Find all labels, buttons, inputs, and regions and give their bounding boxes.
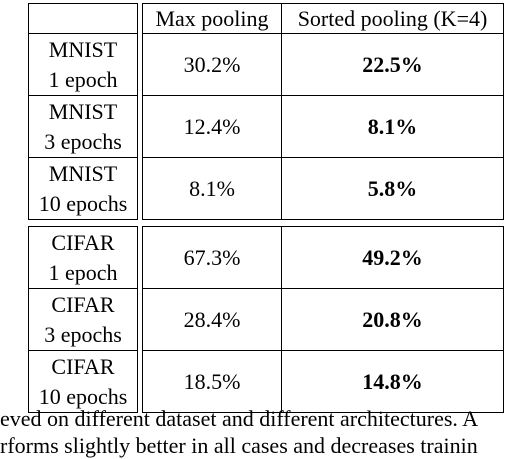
caption-line: rforms slightly better in all cases and … (0, 433, 478, 458)
value-text: 20.8% (362, 306, 423, 332)
value-cell: 20.8% (281, 288, 504, 351)
row-label: MNIST 1 epoch (28, 33, 138, 96)
value-text: 12.4% (183, 113, 241, 139)
value-cell: 28.4% (142, 288, 282, 351)
header-text: Sorted pooling (K=4) (297, 5, 488, 31)
row-label: CIFAR 1 epoch (28, 226, 138, 289)
row-label-text: CIFAR (51, 229, 115, 255)
caption-line: eved on different dataset and different … (0, 406, 479, 431)
value-text: 14.8% (362, 368, 423, 394)
row-label-text: 3 epochs (44, 128, 122, 154)
value-cell: 18.5% (142, 350, 282, 413)
value-cell: 30.2% (142, 33, 282, 96)
row-label-text: MNIST (48, 36, 118, 62)
header-text: Max pooling (155, 5, 269, 31)
value-cell: 14.8% (281, 350, 504, 413)
header-cell: Max pooling (142, 3, 282, 34)
header-cell (28, 3, 138, 34)
row-label: MNIST 3 epochs (28, 95, 138, 158)
value-text: 67.3% (183, 244, 241, 270)
header-cell: Sorted pooling (K=4) (281, 3, 504, 34)
row-label: CIFAR 3 epochs (28, 288, 138, 351)
value-cell: 67.3% (142, 226, 282, 289)
row-label: CIFAR 10 epochs (28, 350, 138, 413)
row-label-text: 10 epochs (38, 190, 128, 216)
row-label-text: 3 epochs (44, 321, 122, 347)
value-cell: 12.4% (142, 95, 282, 158)
value-cell: 8.1% (281, 95, 504, 158)
value-text: 28.4% (183, 306, 241, 332)
value-text: 8.1% (367, 113, 418, 139)
row-label-text: CIFAR (51, 291, 115, 317)
row-label-text: CIFAR (51, 353, 115, 379)
row-label-text: MNIST (48, 160, 118, 186)
value-text: 5.8% (367, 175, 418, 201)
row-label: MNIST 10 epochs (28, 157, 138, 220)
value-text: 8.1% (189, 175, 235, 201)
value-text: 30.2% (183, 51, 241, 77)
value-text: 18.5% (183, 368, 241, 394)
value-cell: 49.2% (281, 226, 504, 289)
value-cell: 8.1% (142, 157, 282, 220)
value-cell: 5.8% (281, 157, 504, 220)
row-label-text: 10 epochs (38, 383, 128, 409)
value-text: 22.5% (362, 51, 423, 77)
value-text: 49.2% (362, 244, 423, 270)
value-cell: 22.5% (281, 33, 504, 96)
row-label-text: MNIST (48, 98, 118, 124)
row-label-text: 1 epoch (48, 66, 118, 92)
row-label-text: 1 epoch (48, 259, 118, 285)
